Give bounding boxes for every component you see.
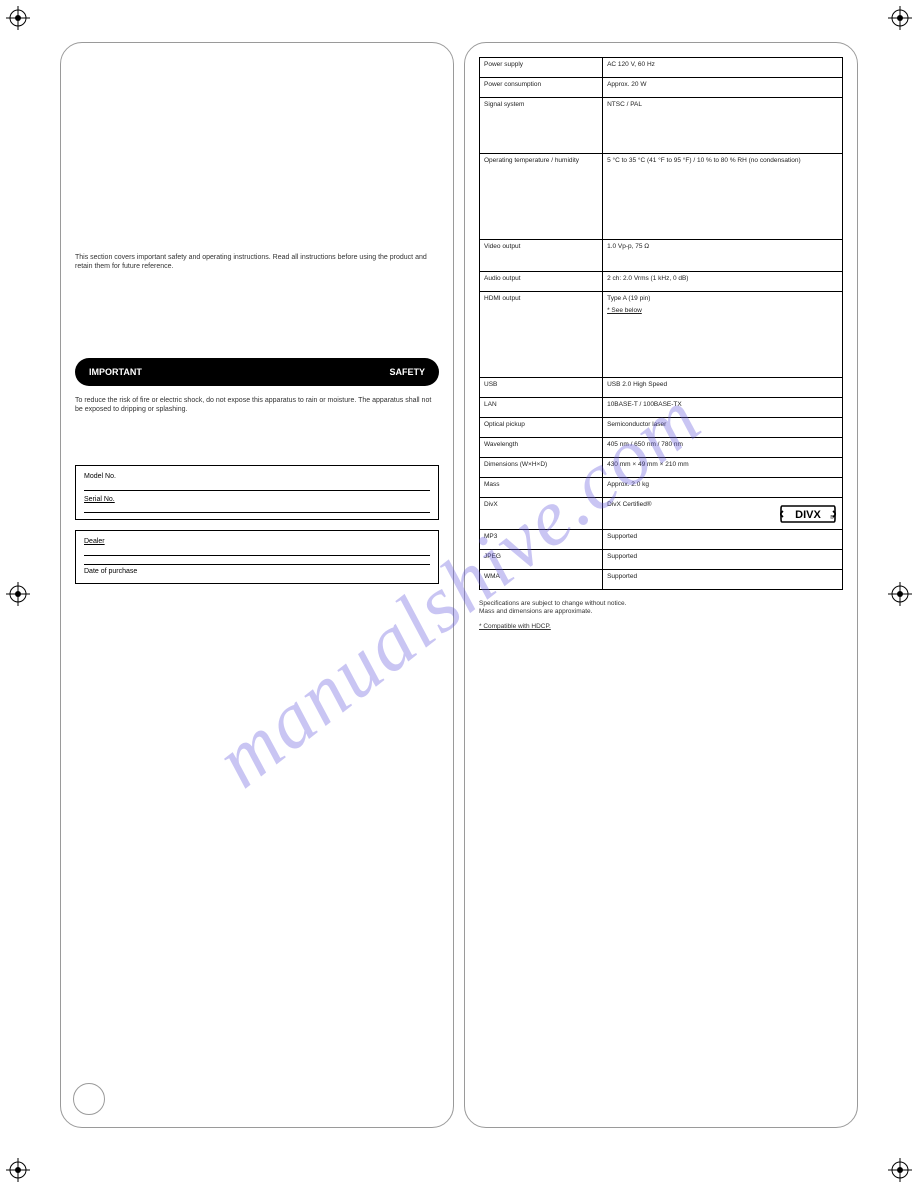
pill-label-left: IMPORTANT <box>89 367 142 377</box>
table-cell-value: NTSC / PAL <box>603 98 842 153</box>
table-cell-value: 405 nm / 650 nm / 780 nm <box>603 438 842 457</box>
table-cell-label: JPEG <box>480 550 603 569</box>
form-box: Model No. Serial No. <box>75 465 439 521</box>
table-cell-value: 2 ch: 2.0 Vrms (1 kHz, 0 dB) <box>603 272 842 291</box>
table-cell-value: 5 °C to 35 °C (41 °F to 95 °F) / 10 % to… <box>603 154 842 239</box>
table-cell-value: Supported <box>603 550 842 569</box>
table-cell-label: Video output <box>480 240 603 271</box>
table-cell-label: Operating temperature / humidity <box>480 154 603 239</box>
table-cell-value: 10BASE-T / 100BASE-TX <box>603 398 842 417</box>
table-row: DivXDivX Certified®DIVX® <box>480 498 842 530</box>
table-row: Power supplyAC 120 V, 60 Hz <box>480 58 842 78</box>
table-cell-value: Supported <box>603 530 842 549</box>
table-row: HDMI outputType A (19 pin)* See below <box>480 292 842 378</box>
blank-field-line <box>84 558 430 565</box>
table-row: LAN10BASE-T / 100BASE-TX <box>480 398 842 418</box>
svg-text:DIVX: DIVX <box>795 509 821 521</box>
table-cell-value: 430 mm × 49 mm × 210 mm <box>603 458 842 477</box>
divx-logo-icon: DIVX ® <box>780 503 836 525</box>
table-cell-value: AC 120 V, 60 Hz <box>603 58 842 77</box>
crop-mark-icon <box>6 6 30 30</box>
table-cell-value: Type A (19 pin)* See below <box>603 292 842 377</box>
table-cell-value: DivX Certified®DIVX® <box>603 498 842 529</box>
table-row: Power consumptionApprox. 20 W <box>480 78 842 98</box>
table-cell-label: Power supply <box>480 58 603 77</box>
table-cell-label: Wavelength <box>480 438 603 457</box>
svg-text:®: ® <box>830 514 834 521</box>
form-label: Model No. <box>84 472 430 482</box>
pill-label-right: SAFETY <box>389 367 425 377</box>
right-column: Power supplyAC 120 V, 60 HzPower consump… <box>464 42 858 1128</box>
table-cell-label: MP3 <box>480 530 603 549</box>
table-cell-value: Semiconductor laser <box>603 418 842 437</box>
table-row: MP3Supported <box>480 530 842 550</box>
form-box: Dealer Date of purchase <box>75 530 439 584</box>
footnote: * Compatible with HDCP. <box>479 623 843 631</box>
crop-mark-icon <box>6 582 30 606</box>
form-label: Serial No. <box>84 495 430 505</box>
table-cell-label: DivX <box>480 498 603 529</box>
table-cell-label: Signal system <box>480 98 603 153</box>
crop-mark-icon <box>888 6 912 30</box>
table-row: USBUSB 2.0 High Speed <box>480 378 842 398</box>
footer-note: Specifications are subject to change wit… <box>479 600 843 631</box>
table-cell-label: Dimensions (W×H×D) <box>480 458 603 477</box>
table-row: Wavelength405 nm / 650 nm / 780 nm <box>480 438 842 458</box>
page-number <box>73 1083 105 1115</box>
form-label: Date of purchase <box>84 567 430 577</box>
table-row: Dimensions (W×H×D)430 mm × 49 mm × 210 m… <box>480 458 842 478</box>
table-row: JPEGSupported <box>480 550 842 570</box>
page-container: This section covers important safety and… <box>60 42 858 1128</box>
table-cell-value: USB 2.0 High Speed <box>603 378 842 397</box>
table-cell-label: Mass <box>480 478 603 497</box>
table-cell-label: Optical pickup <box>480 418 603 437</box>
table-row: WMASupported <box>480 570 842 590</box>
table-cell-label: USB <box>480 378 603 397</box>
table-cell-label: HDMI output <box>480 292 603 377</box>
blank-field-line <box>84 549 430 556</box>
table-row: Audio output2 ch: 2.0 Vrms (1 kHz, 0 dB) <box>480 272 842 292</box>
table-cell-label: LAN <box>480 398 603 417</box>
body-text: To reduce the risk of fire or electric s… <box>75 396 439 415</box>
table-cell-label: Power consumption <box>480 78 603 97</box>
spec-table: Power supplyAC 120 V, 60 HzPower consump… <box>479 57 843 590</box>
table-cell-label: Audio output <box>480 272 603 291</box>
crop-mark-icon <box>888 582 912 606</box>
table-row: Operating temperature / humidity5 °C to … <box>480 154 842 240</box>
blank-field-line <box>84 506 430 513</box>
form-label: Dealer <box>84 537 430 547</box>
table-cell-label: WMA <box>480 570 603 589</box>
table-row: Optical pickupSemiconductor laser <box>480 418 842 438</box>
table-row: Video output1.0 Vp-p, 75 Ω <box>480 240 842 272</box>
table-row: MassApprox. 2.0 kg <box>480 478 842 498</box>
table-row: Signal systemNTSC / PAL <box>480 98 842 154</box>
body-text: This section covers important safety and… <box>75 253 439 272</box>
table-cell-value: 1.0 Vp-p, 75 Ω <box>603 240 842 271</box>
table-cell-value: Supported <box>603 570 842 589</box>
left-column: This section covers important safety and… <box>60 42 454 1128</box>
section-heading-pill: IMPORTANT SAFETY <box>75 358 439 386</box>
blank-field-line <box>84 484 430 491</box>
table-cell-value: Approx. 2.0 kg <box>603 478 842 497</box>
crop-mark-icon <box>888 1158 912 1182</box>
table-cell-value: Approx. 20 W <box>603 78 842 97</box>
crop-mark-icon <box>6 1158 30 1182</box>
